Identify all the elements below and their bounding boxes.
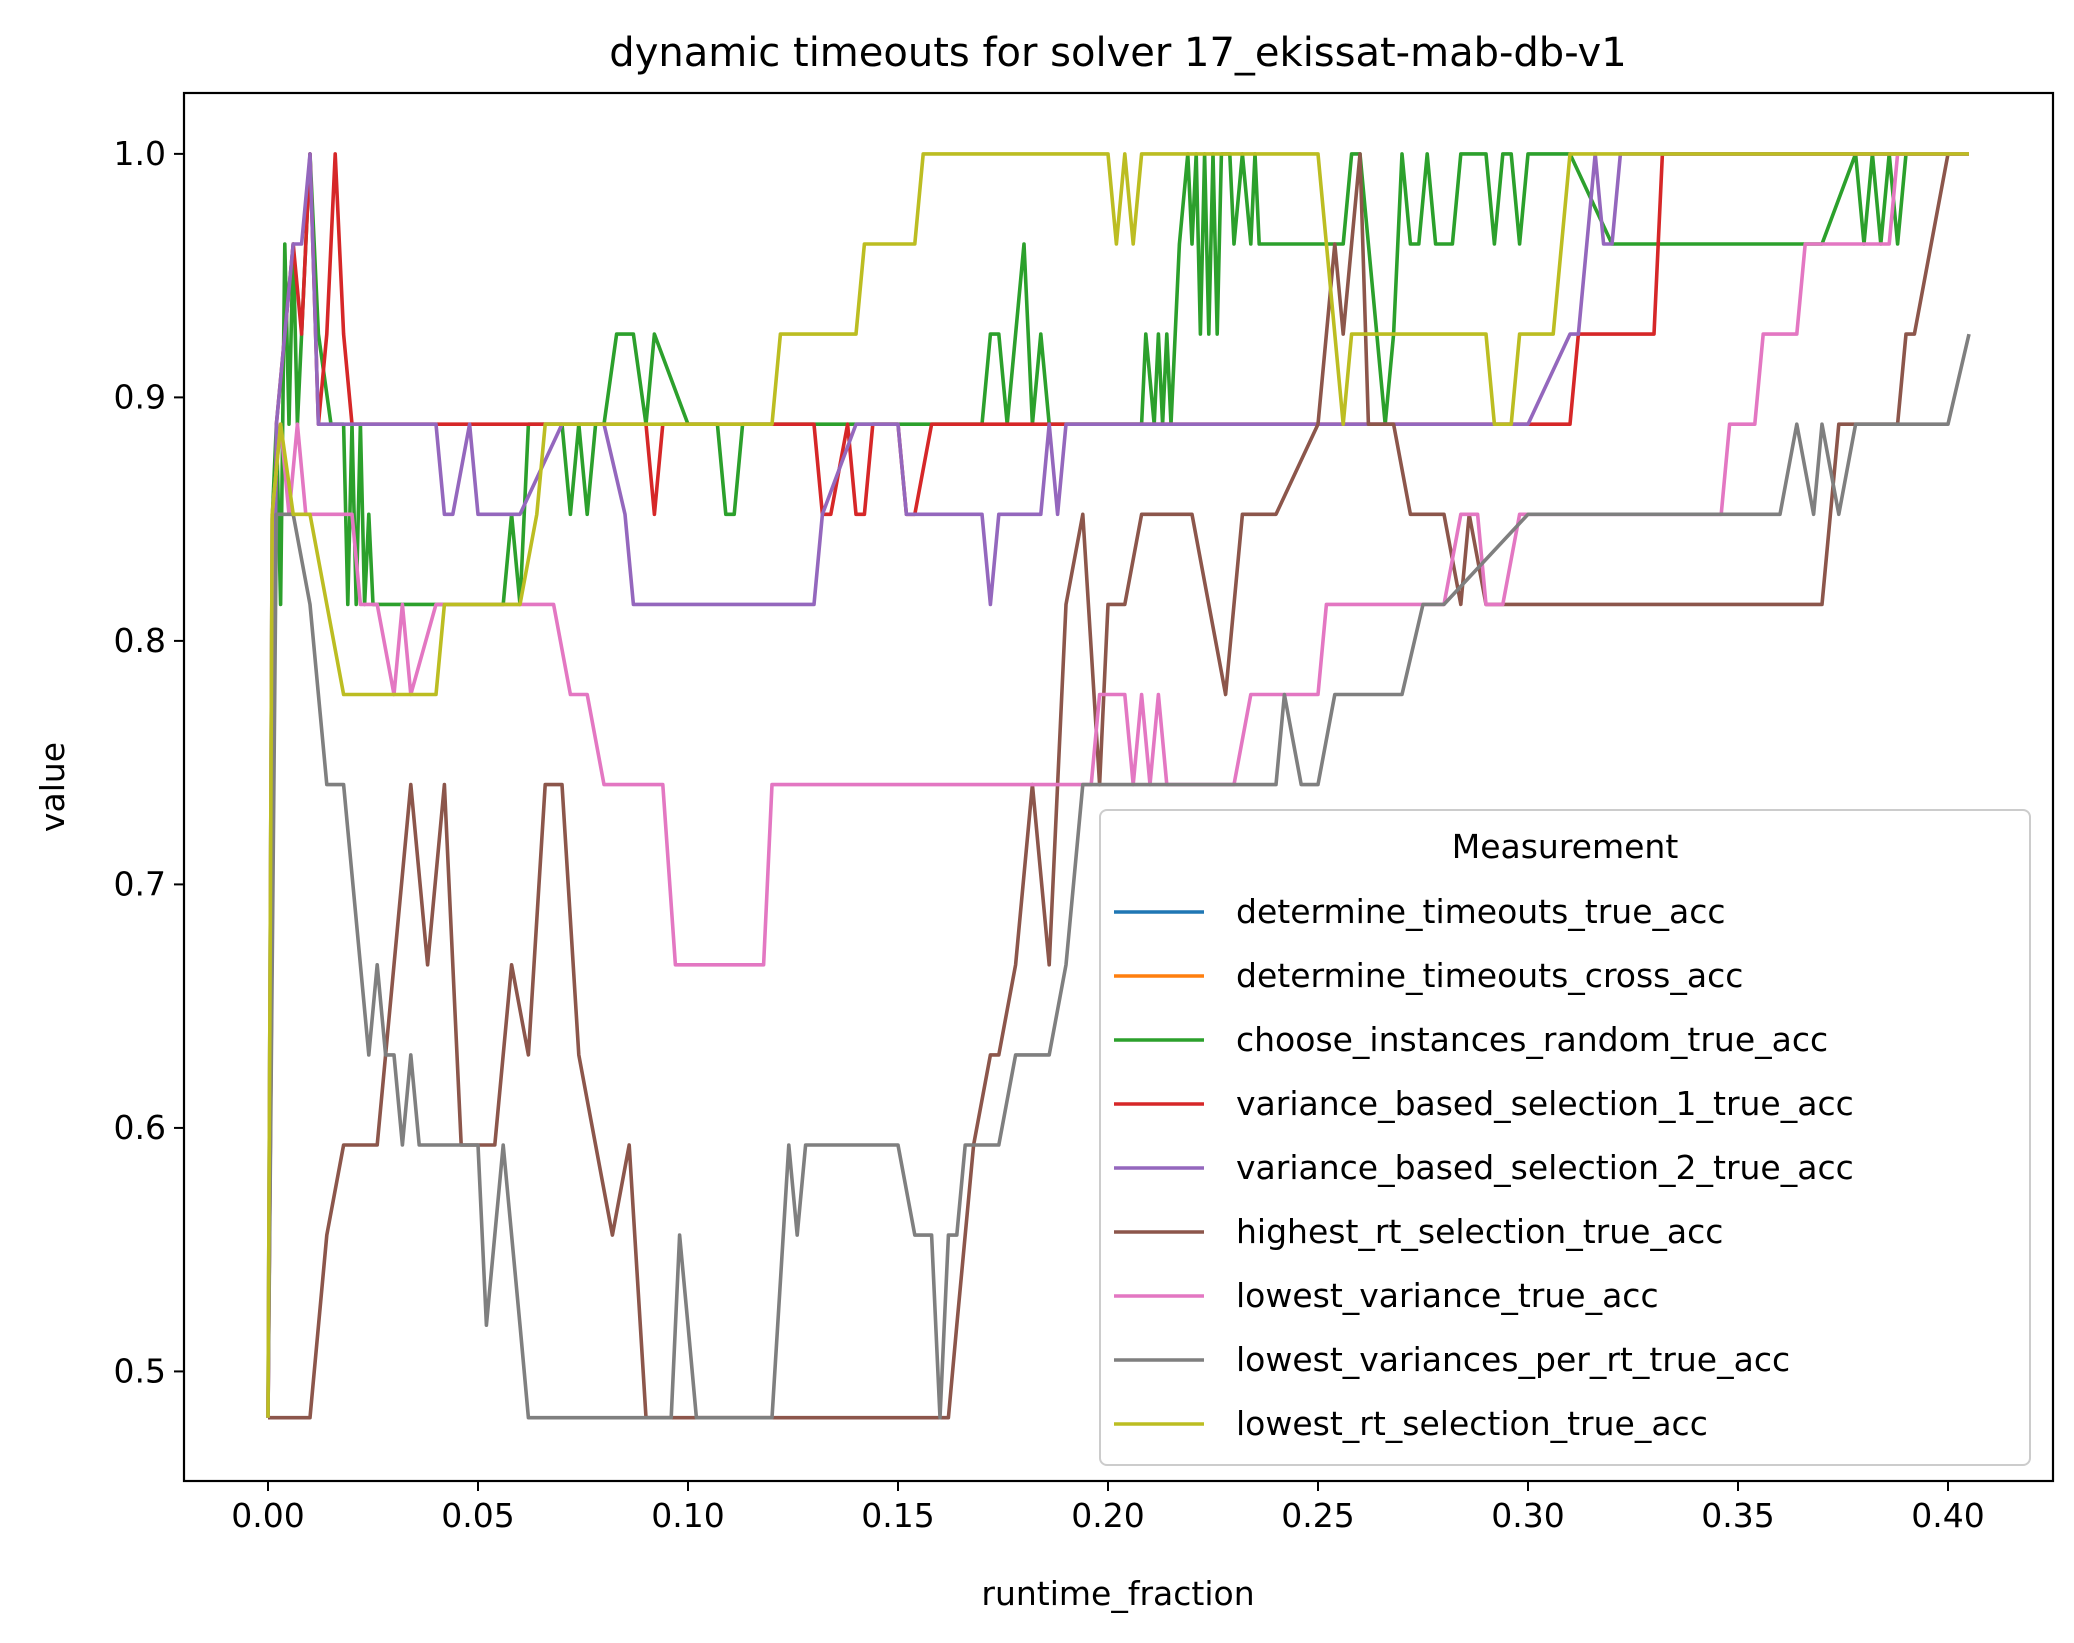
- series-line-lowest_variances_per_rt_true_acc: [266, 333, 1971, 1420]
- y-tick-label: 1.0: [114, 134, 166, 173]
- legend-label: choose_instances_random_true_acc: [1236, 1020, 1828, 1059]
- legend-label: lowest_variance_true_acc: [1236, 1276, 1659, 1315]
- x-tick-label: 0.40: [1911, 1496, 1984, 1535]
- legend-label: determine_timeouts_cross_acc: [1236, 956, 1743, 995]
- y-tick-label: 0.5: [114, 1351, 166, 1390]
- x-tick-label: 0.05: [441, 1496, 514, 1535]
- x-tick-label: 0.25: [1281, 1496, 1354, 1535]
- legend: Measurement determine_timeouts_true_accd…: [1099, 809, 2031, 1466]
- series-line-lowest_variance_true_acc: [266, 152, 1969, 1418]
- y-tick-label: 0.9: [114, 377, 166, 416]
- x-tick-label: 0.00: [231, 1496, 304, 1535]
- chart-title: dynamic timeouts for solver 17_ekissat-m…: [609, 30, 1626, 76]
- x-axis-label: runtime_fraction: [981, 1574, 1254, 1613]
- legend-box: [1099, 809, 2031, 1466]
- legend-label: highest_rt_selection_true_acc: [1236, 1212, 1723, 1251]
- legend-label: variance_based_selection_2_true_acc: [1236, 1148, 1854, 1187]
- legend-label: determine_timeouts_true_acc: [1236, 892, 1726, 931]
- y-axis-label: value: [33, 742, 72, 832]
- x-tick-label: 0.35: [1701, 1496, 1774, 1535]
- legend-label: lowest_rt_selection_true_acc: [1236, 1404, 1708, 1443]
- legend-label: lowest_variances_per_rt_true_acc: [1236, 1340, 1790, 1379]
- y-tick-label: 0.7: [114, 864, 166, 903]
- series-line-highest_rt_selection_true_acc: [268, 152, 1969, 1420]
- series-line-variance_based_selection_2_true_acc: [266, 152, 1969, 1418]
- plot-area-frame: [182, 91, 2055, 1483]
- series-line-lowest_rt_selection_true_acc: [266, 152, 1969, 1418]
- x-tick-label: 0.10: [651, 1496, 724, 1535]
- y-tick-label: 0.8: [114, 621, 166, 660]
- x-tick-label: 0.20: [1071, 1496, 1144, 1535]
- legend-label: variance_based_selection_1_true_acc: [1236, 1084, 1854, 1123]
- x-tick-label: 0.30: [1491, 1496, 1564, 1535]
- y-tick-label: 0.6: [114, 1108, 166, 1147]
- x-tick-label: 0.15: [861, 1496, 934, 1535]
- legend-title: Measurement: [1452, 827, 1679, 866]
